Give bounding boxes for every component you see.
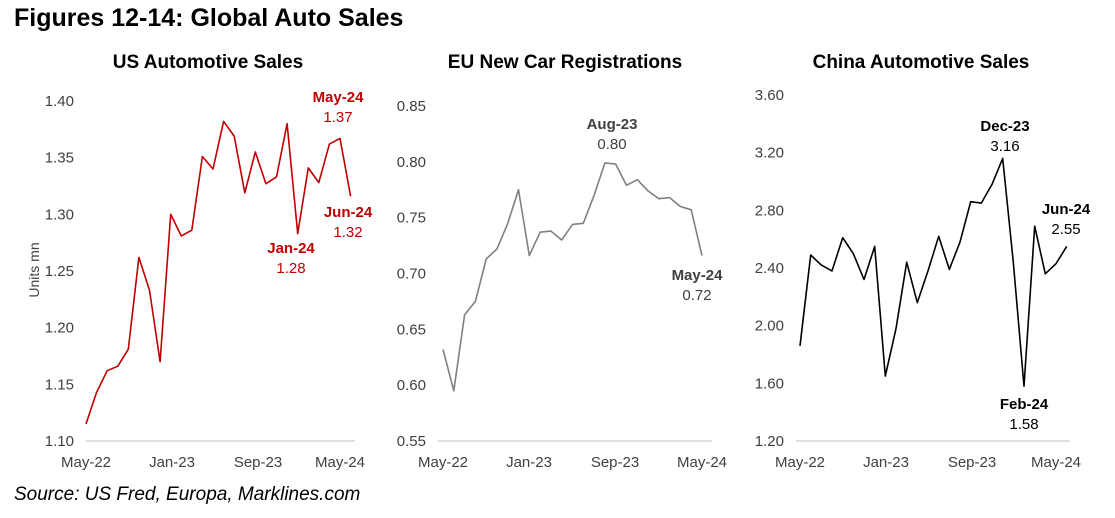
x-axis-ticks-eu: May-22 Jan-23 Sep-23 May-24 (418, 441, 727, 471)
annotation-value-feb24-china: 1.58 (1009, 416, 1038, 433)
chart-title-china: China Automotive Sales (813, 52, 1030, 73)
annotations-eu: Aug-23 0.80 May-24 0.72 (587, 116, 724, 304)
eu-new-car-registrations-chart: EU New Car Registrations 0.55 0.60 0.65 0.7… (397, 52, 727, 471)
y-tick-label-us: 1.20 (45, 320, 74, 337)
x-tick-label-us: May-22 (61, 454, 111, 471)
annotation-label-jun24-china: Jun-24 (1042, 201, 1091, 218)
y-tick-label-us: 1.25 (45, 263, 74, 280)
annotation-label-feb24-china: Feb-24 (1000, 396, 1049, 413)
x-tick-label-eu: May-24 (677, 454, 727, 471)
annotation-value-dec23-china: 3.16 (990, 138, 1019, 155)
us-automotive-sales-chart: US Automotive Sales Units mn 1.10 1.15 1.2… (26, 52, 373, 471)
charts-canvas: US Automotive Sales Units mn 1.10 1.15 1.2… (0, 0, 1115, 518)
annotation-value-jun24-us: 1.32 (333, 224, 362, 241)
china-automotive-sales-chart: China Automotive Sales 1.20 1.60 2.00 2.40 2… (755, 52, 1091, 471)
y-axis-ticks-eu: 0.55 0.60 0.65 0.70 0.75 0.80 0.85 (397, 98, 426, 450)
annotation-value-may24-us: 1.37 (323, 109, 352, 126)
annotation-label-may24-us: May-24 (313, 89, 365, 106)
series-line-eu (443, 163, 702, 391)
series-china (800, 158, 1067, 386)
y-axis-ticks-us: 1.10 1.15 1.20 1.25 1.30 1.35 1.40 (45, 93, 74, 450)
annotation-value-jun24-china: 2.55 (1051, 221, 1080, 238)
x-tick-label-eu: Sep-23 (591, 454, 639, 471)
y-tick-label-eu: 0.55 (397, 433, 426, 450)
y-tick-label-us: 1.40 (45, 93, 74, 110)
annotation-label-may24-eu: May-24 (672, 267, 724, 284)
series-eu (443, 163, 702, 391)
series-us (86, 121, 351, 424)
chart-title-us: US Automotive Sales (113, 52, 303, 73)
annotations-us: May-24 1.37 Jun-24 1.32 Jan-24 1.28 (267, 89, 373, 277)
y-tick-label-china: 2.80 (755, 202, 784, 219)
y-axis-ticks-china: 1.20 1.60 2.00 2.40 2.80 3.20 3.60 (755, 87, 784, 450)
annotation-label-jan24-us: Jan-24 (267, 240, 315, 257)
y-tick-label-china: 3.60 (755, 87, 784, 104)
y-tick-label-china: 2.40 (755, 260, 784, 277)
y-tick-label-us: 1.15 (45, 376, 74, 393)
series-line-us (86, 121, 351, 424)
x-tick-label-eu: May-22 (418, 454, 468, 471)
annotation-value-aug23-eu: 0.80 (597, 136, 626, 153)
y-tick-label-eu: 0.80 (397, 154, 426, 171)
x-tick-label-china: May-24 (1031, 454, 1081, 471)
y-tick-label-us: 1.35 (45, 150, 74, 167)
x-tick-label-us: Sep-23 (234, 454, 282, 471)
y-tick-label-eu: 0.85 (397, 98, 426, 115)
x-axis-ticks-china: May-22 Jan-23 Sep-23 May-24 (775, 441, 1081, 471)
y-tick-label-eu: 0.60 (397, 377, 426, 394)
annotation-label-jun24-us: Jun-24 (324, 204, 373, 221)
x-axis-ticks-us: May-22 Jan-23 Sep-23 May-24 (61, 441, 365, 471)
chart-title-eu: EU New Car Registrations (448, 52, 682, 73)
annotation-value-may24-eu: 0.72 (682, 287, 711, 304)
y-tick-label-china: 3.20 (755, 145, 784, 162)
y-tick-label-us: 1.10 (45, 433, 74, 450)
y-axis-label-us: Units mn (26, 242, 42, 297)
y-tick-label-china: 2.00 (755, 318, 784, 335)
y-tick-label-eu: 0.70 (397, 266, 426, 283)
y-tick-label-china: 1.60 (755, 375, 784, 392)
x-tick-label-us: May-24 (315, 454, 365, 471)
y-tick-label-eu: 0.65 (397, 321, 426, 338)
annotation-value-jan24-us: 1.28 (276, 260, 305, 277)
annotation-label-aug23-eu: Aug-23 (587, 116, 638, 133)
x-tick-label-china: Jan-23 (863, 454, 909, 471)
x-tick-label-us: Jan-23 (149, 454, 195, 471)
x-tick-label-china: Sep-23 (948, 454, 996, 471)
annotation-label-dec23-china: Dec-23 (980, 118, 1029, 135)
annotations-china: Dec-23 3.16 Jun-24 2.55 Feb-24 1.58 (980, 118, 1090, 433)
x-tick-label-china: May-22 (775, 454, 825, 471)
y-tick-label-us: 1.30 (45, 206, 74, 223)
y-tick-label-eu: 0.75 (397, 210, 426, 227)
y-tick-label-china: 1.20 (755, 433, 784, 450)
source-note: Source: US Fred, Europa, Marklines.com (14, 484, 360, 506)
series-line-china (800, 158, 1067, 386)
x-tick-label-eu: Jan-23 (506, 454, 552, 471)
